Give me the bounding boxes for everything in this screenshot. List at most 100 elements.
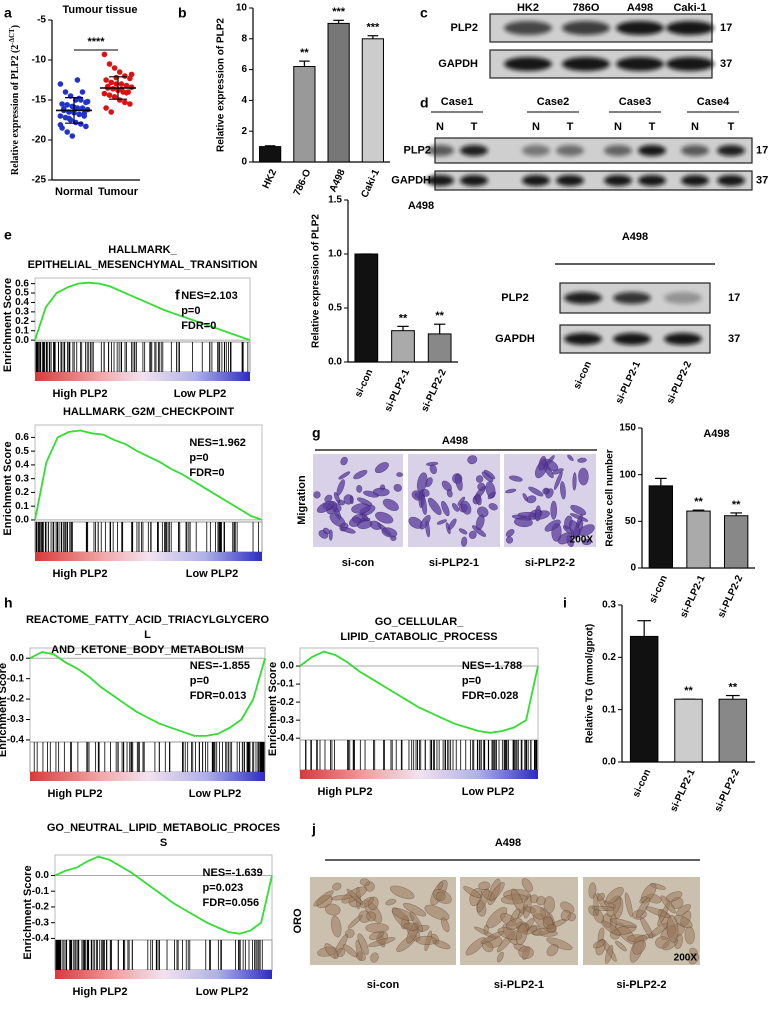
y-axis-label: Enrichment Score — [2, 278, 14, 372]
cell — [324, 943, 339, 960]
cell — [521, 878, 533, 892]
data-point — [111, 94, 118, 100]
y-tick-label: 0.4 — [15, 460, 29, 471]
data-point — [57, 122, 64, 128]
lane-label: Caki-1 — [673, 2, 706, 14]
data-point — [122, 99, 128, 106]
cell — [467, 455, 478, 465]
cell — [640, 916, 654, 939]
cell — [536, 896, 546, 906]
cell — [550, 500, 558, 520]
row-label: Migration — [296, 475, 308, 525]
y-tick-label: -0.3 — [7, 714, 25, 725]
data-point — [116, 69, 123, 75]
x-label-right: Low PLP2 — [462, 786, 515, 798]
row-label: PLP2 — [501, 292, 529, 304]
cell — [591, 905, 615, 911]
blot-band — [504, 57, 552, 71]
cell — [366, 911, 377, 922]
x-tick-label: si-PLP2-1 — [678, 573, 707, 619]
data-point — [76, 111, 82, 118]
data-point — [108, 79, 114, 86]
bar — [629, 635, 659, 763]
y-tick-label: -0.3 — [32, 917, 50, 928]
cell — [535, 505, 541, 522]
cell — [427, 497, 442, 516]
y-tick-label: 100 — [619, 469, 636, 480]
significance: ** — [732, 499, 741, 511]
lane-label: A498 — [627, 2, 653, 14]
significance: *** — [332, 6, 346, 18]
cell — [452, 503, 459, 512]
lane-label: si-PLP2-1 — [614, 359, 643, 405]
blot-band — [504, 21, 552, 35]
blot-band — [556, 175, 584, 186]
cell — [316, 501, 335, 513]
y-axis-label: Relative TG (mmol/gprot) — [585, 624, 596, 743]
cell — [435, 891, 446, 901]
data-point — [57, 113, 64, 119]
cell — [528, 486, 544, 497]
magnification: 200X — [674, 953, 698, 964]
x-tick-label: si-PLP2-1 — [668, 767, 697, 813]
cell — [514, 517, 533, 528]
kda-label: 37 — [728, 333, 740, 345]
cell — [368, 937, 396, 948]
hit-frame — [299, 739, 539, 771]
data-point — [127, 101, 133, 107]
y-tick-label: 4 — [241, 95, 247, 106]
chart-title: S — [160, 837, 167, 849]
row-label: GAPDH — [495, 333, 535, 345]
significance: ** — [684, 685, 693, 697]
y-tick-label: 0.0 — [15, 515, 29, 526]
row-label: PLP2 — [403, 144, 431, 156]
data-point — [108, 109, 114, 115]
y-tick-label: -0.4 — [7, 735, 25, 746]
bar — [427, 333, 452, 363]
x-label-right: Low PLP2 — [174, 388, 227, 400]
x-tick-label: Normal — [55, 186, 93, 198]
cell — [572, 472, 577, 491]
blot-band — [681, 175, 709, 186]
y-tick-label: -5 — [37, 15, 46, 26]
x-tick-label: 786-O — [292, 168, 314, 198]
image-caption: si-con — [342, 557, 375, 569]
cell — [336, 948, 346, 958]
cell — [346, 888, 364, 905]
lane-label: N — [532, 121, 540, 133]
cell — [355, 939, 363, 961]
cell — [356, 519, 373, 530]
y-tick-label: 0.0 — [280, 661, 294, 672]
cell — [557, 532, 573, 545]
data-point — [79, 89, 86, 95]
x-label-left: High PLP2 — [47, 788, 102, 800]
data-point — [57, 81, 64, 87]
data-point — [74, 77, 81, 83]
panel-label: i — [563, 595, 567, 611]
gsea-stat: NES=-1.788 — [462, 660, 522, 672]
y-tick-label: -15 — [32, 95, 47, 106]
y-tick-label: 0.0 — [10, 653, 24, 664]
y-tick-label: 0.0 — [328, 357, 342, 368]
x-tick-label: HK2 — [261, 167, 280, 190]
cell — [359, 878, 370, 886]
enrichment-curve — [54, 855, 273, 935]
cell — [511, 888, 525, 914]
x-tick-label: si-con — [648, 574, 670, 605]
enrichment-curve — [34, 281, 251, 341]
cell — [624, 892, 633, 918]
blot-band — [460, 145, 488, 156]
cell — [475, 493, 482, 506]
data-point — [110, 86, 116, 92]
image-title: A498 — [442, 435, 468, 447]
cell — [468, 530, 477, 539]
cell — [487, 491, 496, 500]
x-label-right: Low PLP2 — [189, 788, 242, 800]
chart-title: A498 — [703, 428, 729, 440]
blot-band — [556, 145, 584, 156]
row-label: ORO — [292, 908, 304, 934]
y-tick-label: -0.1 — [32, 886, 50, 897]
y-tick-label: 0.0 — [15, 335, 29, 346]
cell — [615, 940, 627, 952]
